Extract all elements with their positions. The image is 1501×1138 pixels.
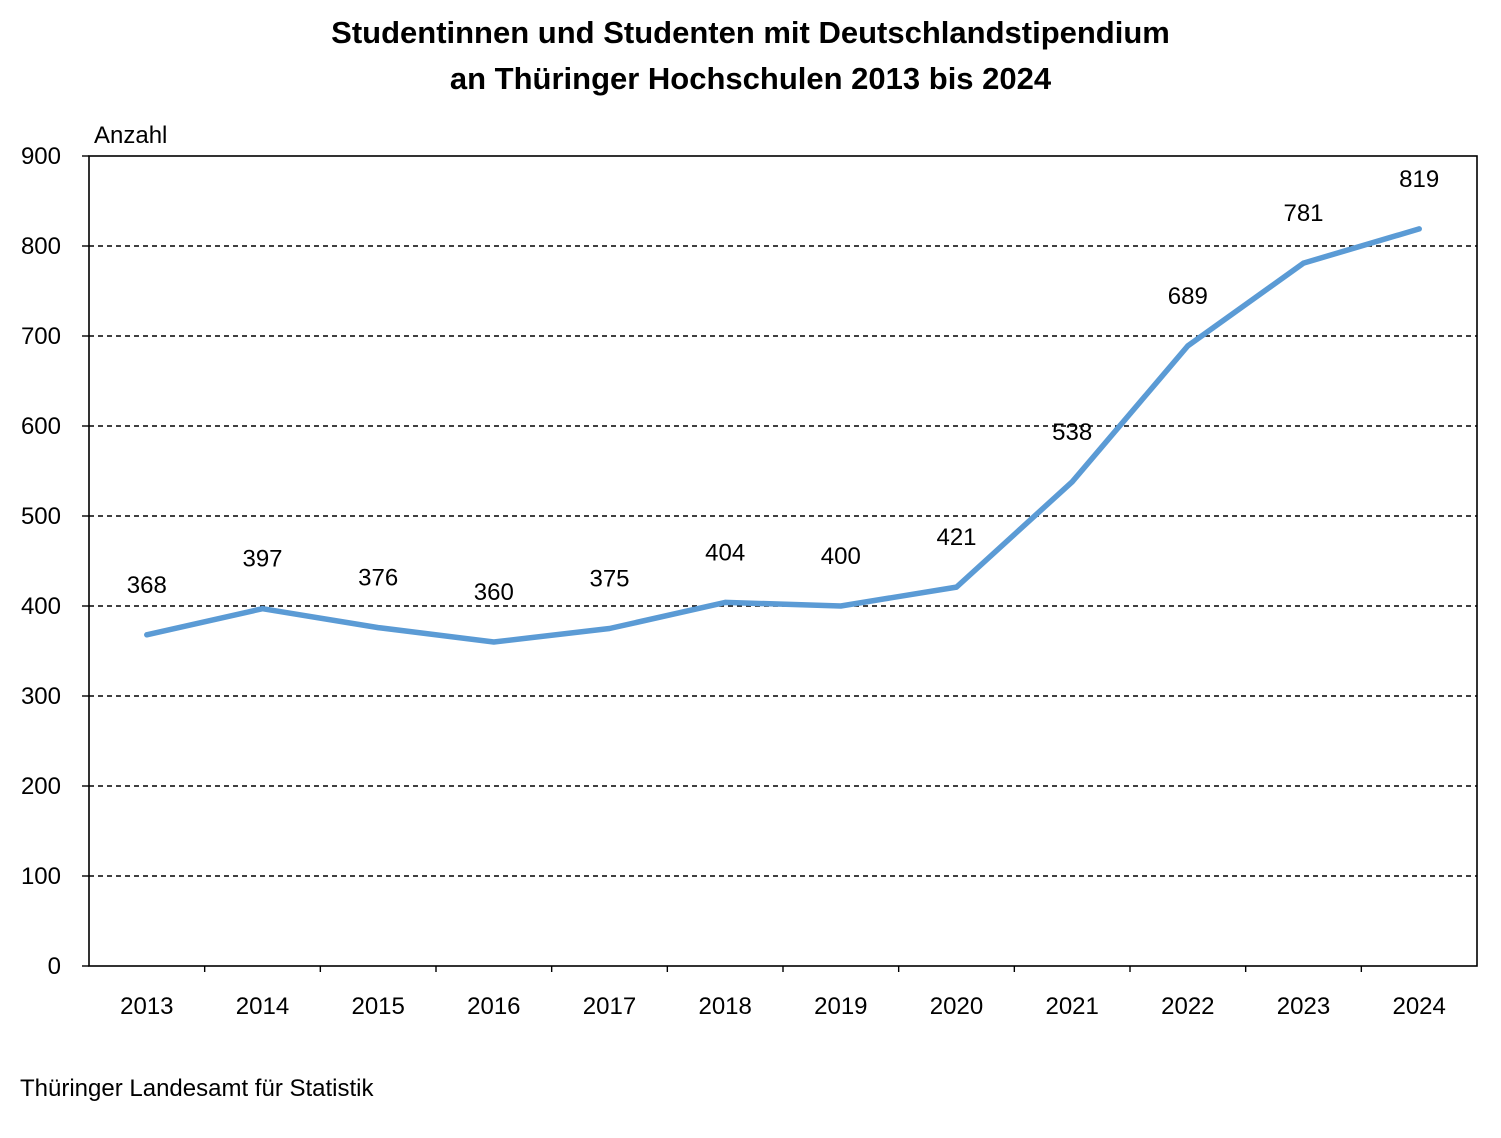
y-tick-label: 900 xyxy=(21,143,61,170)
x-tick-label: 2017 xyxy=(583,993,636,1020)
x-tick-label: 2018 xyxy=(698,993,751,1020)
x-tick-label: 2021 xyxy=(1045,993,1098,1020)
x-tick-label: 2023 xyxy=(1277,993,1330,1020)
x-tick-label: 2016 xyxy=(467,993,520,1020)
data-point xyxy=(375,625,381,631)
x-tick-label: 2013 xyxy=(120,993,173,1020)
data-label: 404 xyxy=(705,539,745,566)
data-label: 368 xyxy=(127,572,167,599)
y-tick-label: 300 xyxy=(21,683,61,710)
x-tick-label: 2014 xyxy=(236,993,289,1020)
y-tick-label: 800 xyxy=(21,233,61,260)
y-tick-label: 0 xyxy=(48,953,61,980)
data-point xyxy=(722,599,728,605)
x-tick-label: 2015 xyxy=(351,993,404,1020)
data-labels: 368 397 376 360 375 404 400 421 538 689 781 819 xyxy=(127,166,1439,606)
plot-frame xyxy=(88,155,1478,967)
data-point xyxy=(144,632,150,638)
data-point xyxy=(491,639,497,645)
series-line xyxy=(144,226,1422,645)
data-point xyxy=(1301,260,1306,266)
data-label: 397 xyxy=(242,546,282,573)
source-note: Thüringer Landesamt für Statistik xyxy=(20,1075,374,1102)
x-tick-label: 2022 xyxy=(1161,993,1214,1020)
data-point xyxy=(838,603,844,609)
x-tick-label: 2024 xyxy=(1392,993,1445,1020)
y-axis-title: Anzahl xyxy=(94,122,167,149)
y-tick-label: 700 xyxy=(21,323,61,350)
data-point xyxy=(1069,479,1075,485)
x-tick-label: 2020 xyxy=(930,993,983,1020)
data-label: 360 xyxy=(474,579,514,606)
data-label: 689 xyxy=(1168,283,1208,310)
data-label: 376 xyxy=(358,565,398,592)
series xyxy=(144,226,1422,645)
y-tick-label: 400 xyxy=(21,593,61,620)
chart-title-line-1: Studentinnen und Studenten mit Deutschla… xyxy=(331,15,1170,50)
data-label: 538 xyxy=(1052,419,1092,446)
chart-title: Studentinnen und Studenten mit Deutschla… xyxy=(0,10,1501,102)
data-point xyxy=(954,584,959,590)
data-point xyxy=(1416,226,1422,232)
data-label: 400 xyxy=(821,543,861,570)
data-label: 421 xyxy=(936,524,976,551)
chart-title-line-2: an Thüringer Hochschulen 2013 bis 2024 xyxy=(449,61,1052,96)
y-tick-label: 100 xyxy=(21,863,61,890)
y-tick-label: 200 xyxy=(21,773,61,800)
data-point xyxy=(607,626,612,631)
data-label: 781 xyxy=(1283,200,1323,227)
data-label: 375 xyxy=(589,566,629,593)
axes: 0 100 200 300 400 500 600 700 800 900 Anzahl 2013 20… xyxy=(21,122,1478,1020)
x-tick-label: 2019 xyxy=(814,993,867,1020)
grid-lines xyxy=(89,245,1477,877)
data-point xyxy=(260,606,265,612)
y-tick-label: 500 xyxy=(21,503,61,530)
y-tick-label: 600 xyxy=(21,413,61,440)
data-point xyxy=(1185,343,1191,349)
data-label: 819 xyxy=(1399,166,1439,193)
